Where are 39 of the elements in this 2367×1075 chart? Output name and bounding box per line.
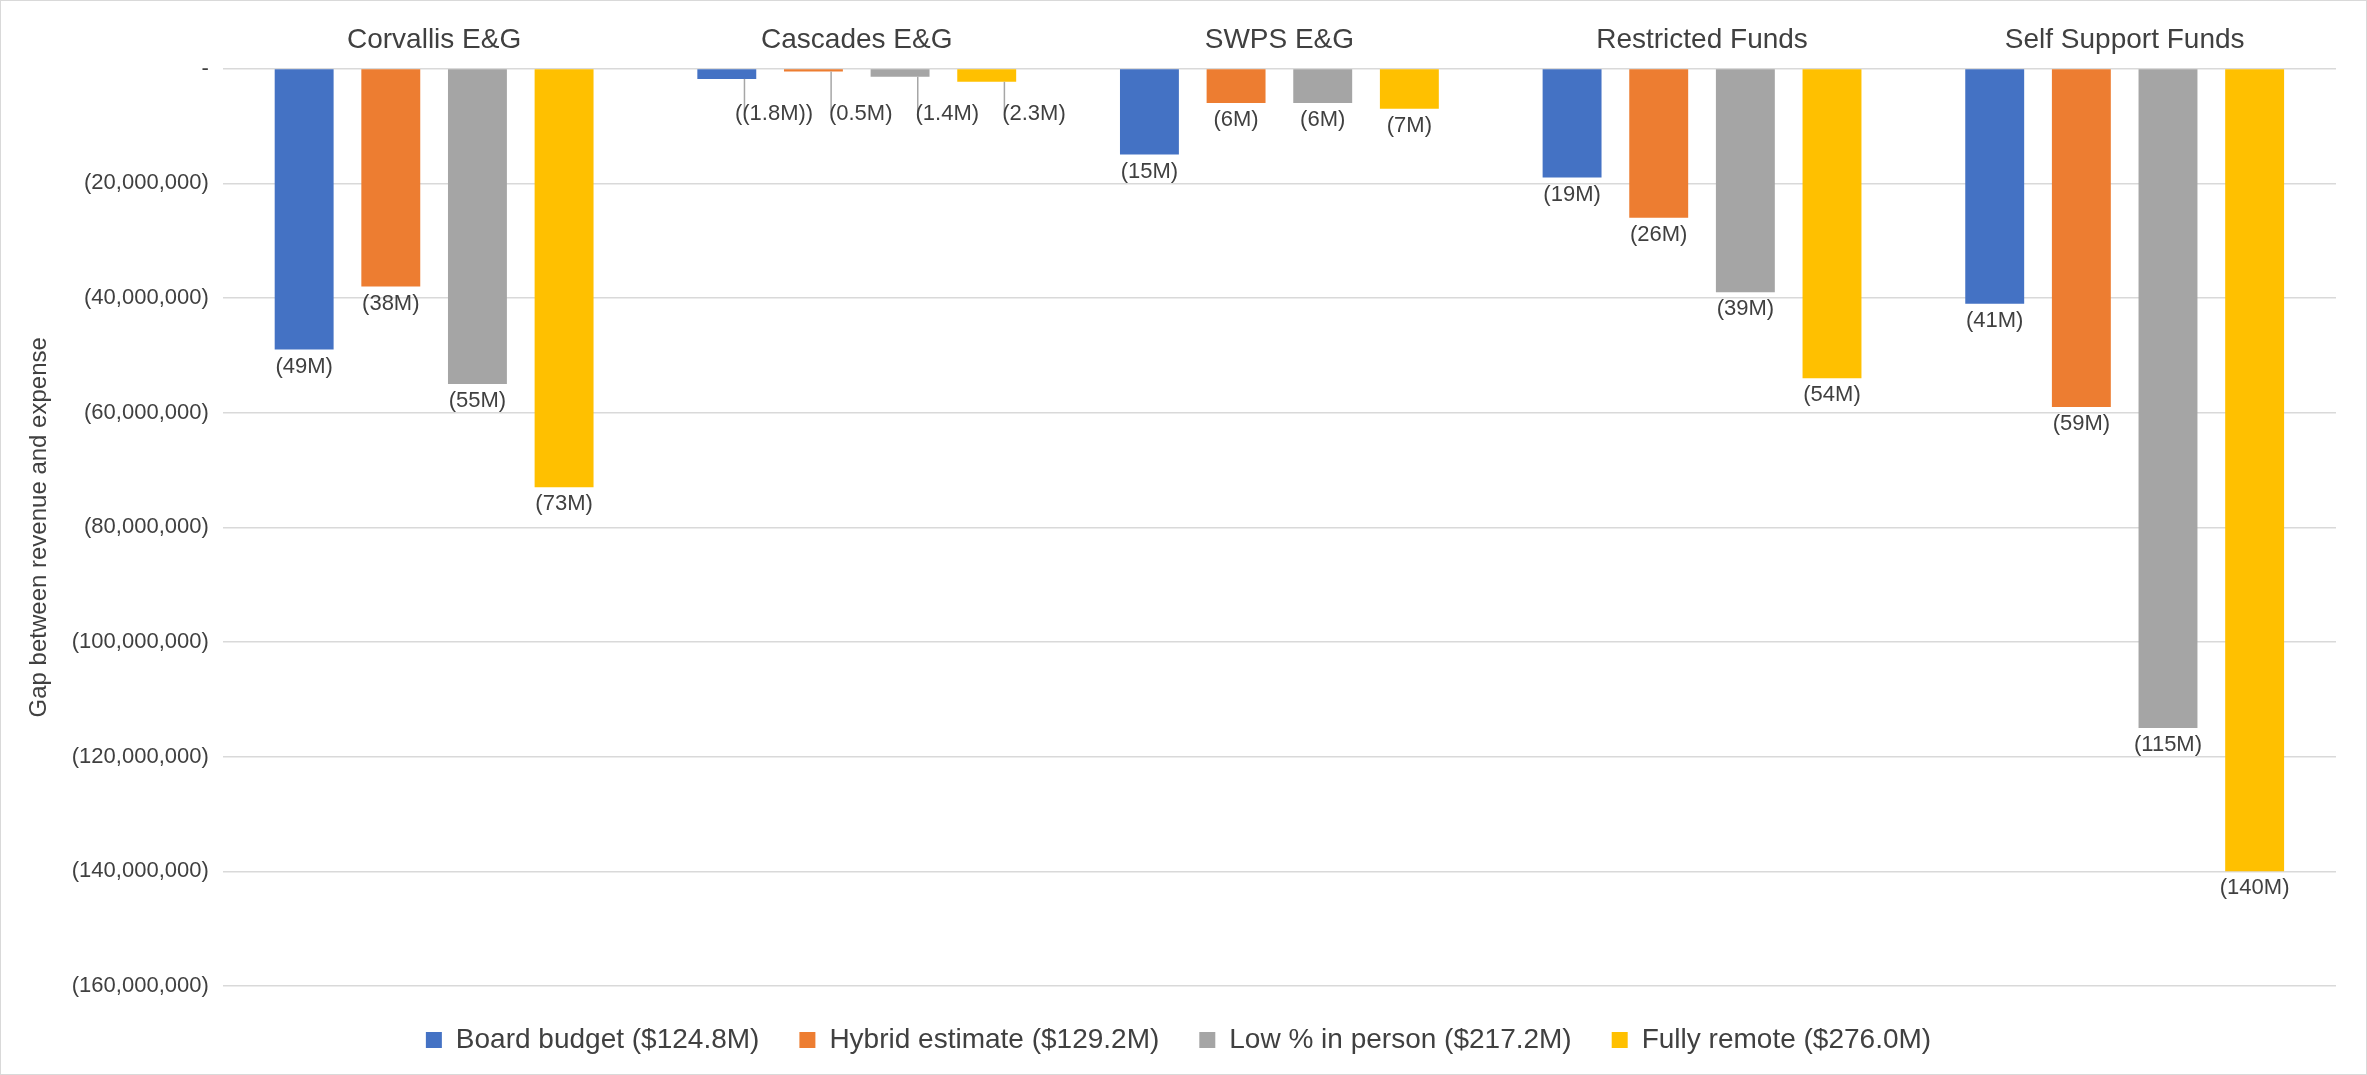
data-label: (7M) bbox=[1386, 111, 1432, 137]
legend-label: Hybrid estimate ($129.2M) bbox=[829, 1022, 1160, 1054]
data-label: (59M) bbox=[2052, 409, 2111, 435]
data-label: (1.4M) bbox=[915, 100, 980, 126]
y-tick-label: (160,000,000) bbox=[71, 972, 209, 998]
y-tick-label: - bbox=[201, 54, 209, 80]
legend-label: Board budget ($124.8M) bbox=[455, 1022, 760, 1054]
x-tick-label: Self Support Funds bbox=[2004, 22, 2245, 54]
data-label: (140M) bbox=[2219, 874, 2290, 900]
data-label: (54M) bbox=[1803, 381, 1861, 407]
y-tick-label: (40,000,000) bbox=[84, 284, 209, 310]
data-label: (55M) bbox=[448, 387, 507, 413]
data-label: (115M) bbox=[2133, 731, 2203, 757]
data-label: (38M) bbox=[362, 289, 420, 315]
data-label: (2.3M) bbox=[1002, 100, 1066, 126]
legend-label: Low % in person ($217.2M) bbox=[1229, 1022, 1572, 1054]
x-tick-label: Cascades E&G bbox=[761, 22, 953, 54]
data-label: (19M) bbox=[1543, 180, 1601, 206]
y-tick-label: (120,000,000) bbox=[71, 742, 209, 768]
data-label: (6M) bbox=[1213, 106, 1259, 132]
legend-label: Fully remote ($276.0M) bbox=[1641, 1022, 1932, 1054]
data-label: (39M) bbox=[1716, 295, 1775, 321]
data-label: (15M) bbox=[1120, 157, 1179, 183]
x-tick-label: Restricted Funds bbox=[1596, 22, 1808, 54]
y-tick-label: (80,000,000) bbox=[84, 513, 209, 539]
y-tick-label: (20,000,000) bbox=[84, 169, 209, 195]
y-tick-label: (140,000,000) bbox=[71, 857, 209, 883]
data-label: (41M) bbox=[1965, 306, 2024, 332]
data-label: (0.5M) bbox=[828, 100, 893, 126]
data-label: (73M) bbox=[535, 490, 593, 516]
data-label: (6M) bbox=[1300, 106, 1346, 132]
x-tick-label: Corvallis E&G bbox=[346, 22, 522, 54]
data-label: (26M) bbox=[1629, 220, 1688, 246]
data-label: (49M) bbox=[275, 352, 333, 378]
x-tick-label: SWPS E&G bbox=[1204, 22, 1355, 54]
y-axis-title: Gap between revenue and expense bbox=[24, 337, 52, 718]
data-label: ((1.8M)) bbox=[734, 100, 814, 126]
y-tick-label: (60,000,000) bbox=[84, 398, 209, 424]
y-tick-label: (100,000,000) bbox=[71, 628, 209, 654]
